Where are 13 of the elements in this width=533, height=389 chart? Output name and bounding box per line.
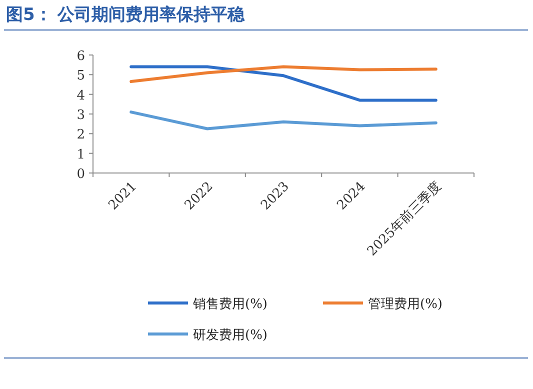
y-tick-label: 5	[76, 68, 85, 84]
line-series	[130, 65, 438, 84]
chart-title: 图5： 公司期间费用率保持平稳	[6, 5, 246, 25]
legend-label: 管理费用(%)	[368, 297, 442, 312]
y-tick-label: 4	[76, 88, 85, 104]
y-tick-label: 1	[76, 147, 85, 162]
legend-label: 销售费用(%)	[192, 297, 268, 312]
line-series	[130, 110, 438, 130]
legend-label: 研发费用(%)	[193, 328, 268, 343]
y-tick-label: 3	[76, 108, 85, 123]
y-tick-label: 2	[76, 128, 85, 143]
y-tick-label: 0	[76, 167, 85, 182]
y-tick-label: 6	[76, 49, 85, 64]
